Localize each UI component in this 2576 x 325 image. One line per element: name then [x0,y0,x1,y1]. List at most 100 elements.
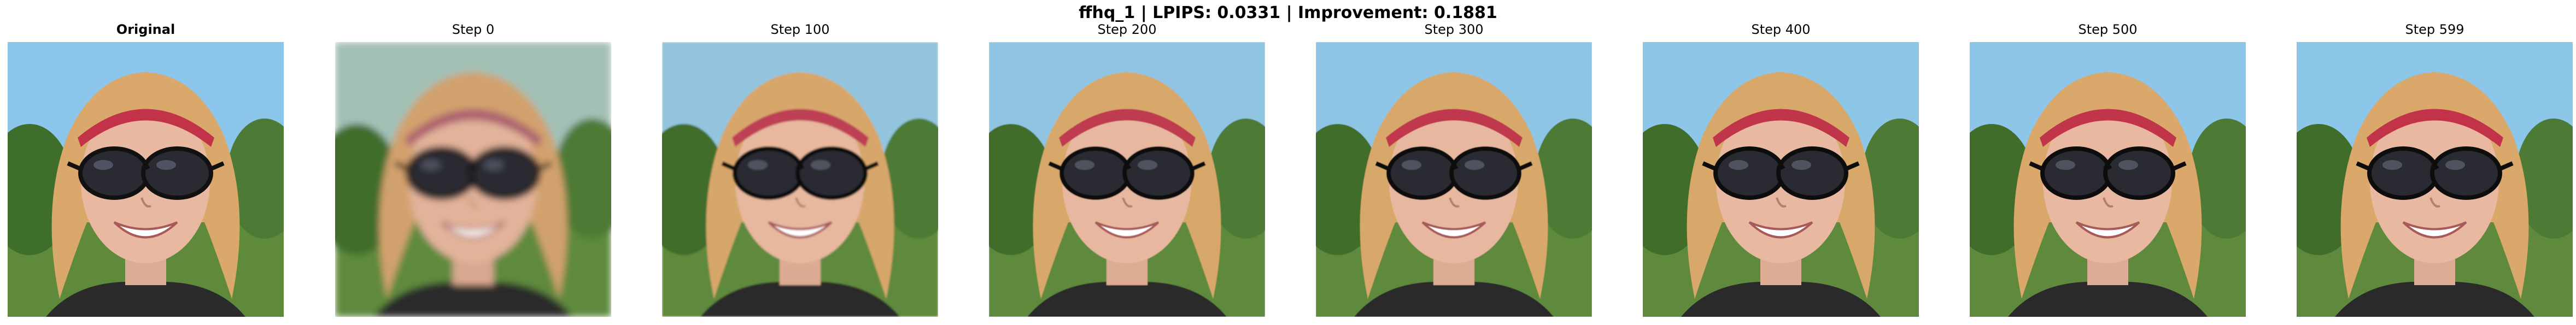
shirt [2335,281,2534,317]
panel-title: Step 400 [1751,22,1811,37]
glasses-arm-left [2356,161,2370,171]
lens-glare-left [2056,160,2075,170]
glasses-arm-right [1845,161,1860,171]
left-lens [406,146,478,200]
smile [1094,221,1160,239]
glasses-arm-left [1048,161,1063,171]
photo-group [662,42,938,317]
headband [78,109,214,147]
left-lens [1713,146,1785,200]
tree-right [554,119,611,239]
panel-title: Step 300 [1424,22,1484,37]
right-lens [469,146,541,200]
face-illustration [1643,42,1919,317]
face-illustration [1970,42,2246,317]
nose [795,197,806,208]
smile [1421,221,1486,239]
left-lens [2040,146,2112,200]
lens-glare-right [156,160,176,170]
glasses-arm-left [67,161,81,171]
photo-group [2297,42,2573,317]
smile [2402,221,2467,239]
glasses-arm-right [537,161,552,171]
tree-right [2188,119,2246,239]
lens-glare-left [2382,160,2402,170]
headband [1713,109,1849,147]
right-lens [1776,146,1848,200]
face-image [989,42,1265,317]
face-illustration [335,42,611,317]
panel-1: Step 0 [335,21,611,317]
tree-right [2515,119,2573,239]
left-lens [733,146,805,200]
panel-4: Step 300 [1316,21,1592,317]
face-illustration [989,42,1265,317]
tree-right [1535,119,1592,239]
lens-glare-right [1465,160,1484,170]
glasses-arm-right [1518,161,1533,171]
photo-group [335,42,611,317]
headband [1386,109,1523,147]
shirt [2008,281,2208,317]
glasses-arm-right [210,161,225,171]
face-illustration [2297,42,2573,317]
lens-glare-right [2118,160,2138,170]
panel-6: Step 500 [1970,21,2246,317]
nose [1449,197,1460,208]
glasses-bridge [1122,164,1132,170]
nose [1122,197,1133,208]
left-lens [1386,146,1459,200]
right-lens [795,146,868,200]
glasses-bridge [1449,164,1459,170]
smile [113,221,178,239]
headband [2040,109,2176,147]
glasses-arm-right [2172,161,2187,171]
tree-right [226,119,284,239]
smile [441,221,506,239]
nose [1776,197,1787,208]
glasses-bridge [795,164,805,170]
glasses-arm-left [394,161,409,171]
lens-glare-left [1075,160,1094,170]
tree-right [1208,119,1265,239]
shirt [373,281,573,317]
panel-title: Step 500 [2078,22,2138,37]
nose [140,197,151,208]
smile [768,221,833,239]
glasses-arm-right [1191,161,1206,171]
photo-group [1970,42,2246,317]
lens-glare-right [1138,160,1157,170]
panel-title: Step 599 [2405,22,2464,37]
tree-right [881,119,938,239]
photo-group [1316,42,1592,317]
face-image [1970,42,2246,317]
glasses-arm-left [2029,161,2044,171]
right-lens [2430,146,2502,200]
glasses-arm-left [1702,161,1717,171]
glasses-arm-right [864,161,879,171]
shirt [1027,281,1227,317]
panel-5: Step 400 [1643,21,1919,317]
face-image [335,42,611,317]
panel-3: Step 200 [989,21,1265,317]
right-lens [2103,146,2175,200]
right-lens [141,146,213,200]
lens-glare-right [1792,160,1811,170]
panel-title: Original [116,22,175,37]
nose [2429,197,2440,208]
lens-glare-right [484,160,504,170]
face-illustration [662,42,938,317]
nose [468,197,479,208]
shirt [46,281,245,317]
glasses-bridge [2430,164,2439,170]
glasses-arm-left [721,161,736,171]
glasses-arm-left [1375,161,1390,171]
shirt [1354,281,1554,317]
nose [2103,197,2114,208]
panel-0: Original [8,21,284,317]
lens-glare-left [1729,160,1748,170]
glasses-arm-right [2499,161,2514,171]
face-image [2297,42,2573,317]
face-image [662,42,938,317]
right-lens [1122,146,1195,200]
